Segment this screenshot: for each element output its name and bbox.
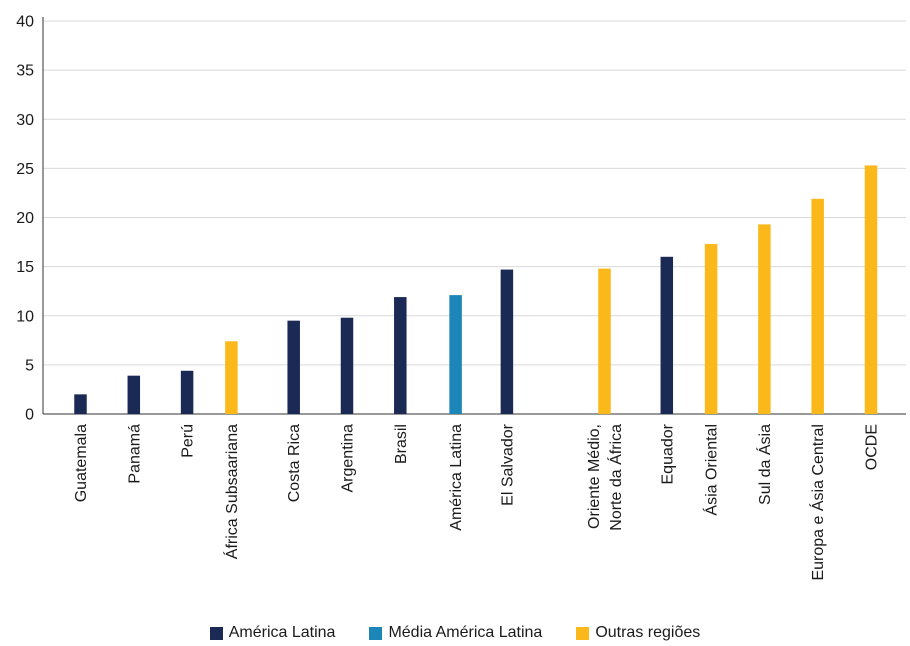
legend-item-outras-regioes: Outras regiões bbox=[576, 624, 700, 642]
y-tick-label-20: 20 bbox=[16, 210, 34, 227]
y-tick-label-0: 0 bbox=[25, 407, 34, 424]
legend: América Latina Média América Latina Outr… bbox=[0, 624, 910, 642]
bar-panam bbox=[127, 375, 141, 414]
x-tick-label-sul-da-sia: Sul da Ásia bbox=[755, 424, 774, 505]
bar-per bbox=[180, 370, 194, 414]
bar-am-rica-latina bbox=[449, 295, 462, 414]
y-tick-label-30: 30 bbox=[16, 112, 34, 129]
y-tick-label-35: 35 bbox=[16, 63, 34, 80]
legend-label-outras-regioes: Outras regiões bbox=[595, 624, 701, 641]
legend-swatch-america-latina bbox=[209, 626, 223, 640]
x-tick-label-per: Perú bbox=[180, 424, 197, 458]
y-tick-label-40: 40 bbox=[16, 14, 34, 31]
x-tick-label-argentina: Argentina bbox=[340, 424, 357, 493]
x-tick-label-europa-e-sia-central: Europa e Ásia Central bbox=[808, 424, 827, 581]
x-tick-label-el-salvador: El Salvador bbox=[499, 423, 516, 505]
bar-brasil bbox=[394, 297, 407, 414]
y-tick-label-5: 5 bbox=[25, 357, 34, 374]
bar-argentina bbox=[340, 317, 354, 414]
bar-sul-da-sia bbox=[758, 224, 771, 414]
y-tick-label-25: 25 bbox=[16, 161, 34, 178]
bar-guatemala bbox=[74, 394, 87, 414]
x-tick-label-frica-subsaariana: África Subsaariana bbox=[222, 424, 241, 559]
x-tick-label-panam: Panamá bbox=[126, 424, 143, 484]
x-tick-label-guatemala: Guatemala bbox=[73, 424, 90, 502]
y-tick-label-10: 10 bbox=[16, 308, 34, 325]
bar-frica-subsaariana bbox=[225, 341, 238, 414]
x-tick-label-oriente-m-dio-norte-da-frica-line-2: Norte da África bbox=[606, 424, 625, 531]
x-tick-label-sia-oriental: Ásia Oriental bbox=[702, 424, 721, 516]
bar-chart: 0 5 10 15 20 25 30 35 40 Guatemala Panamá Perú Áfric… bbox=[16, 14, 906, 581]
x-tick-label-oriente-m-dio-norte-da-frica-line-1: Oriente Médio, bbox=[586, 424, 603, 529]
bar-sia-oriental bbox=[704, 244, 718, 414]
x-tick-label-costa-rica: Costa Rica bbox=[286, 424, 303, 502]
legend-swatch-outras-regioes bbox=[576, 626, 590, 640]
bar-el-salvador bbox=[500, 269, 514, 414]
x-tick-label-ocde: OCDE bbox=[864, 424, 881, 470]
x-tick-label-equador: Equador bbox=[659, 423, 676, 484]
bar-equador bbox=[660, 256, 674, 414]
legend-item-america-latina: América Latina bbox=[209, 624, 336, 642]
legend-label-america-latina: América Latina bbox=[228, 624, 336, 641]
bar-ocde bbox=[864, 165, 878, 414]
bar-costa-rica bbox=[287, 320, 300, 414]
x-tick-label-am-rica-latina: América Latina bbox=[448, 424, 465, 531]
y-tick-label-15: 15 bbox=[16, 259, 34, 276]
bar-oriente-m-dio-norte-da-frica bbox=[598, 268, 611, 414]
legend-label-media-america-latina: Média América Latina bbox=[388, 624, 543, 641]
x-tick-label-brasil: Brasil bbox=[393, 424, 410, 464]
bar-europa-e-sia-central bbox=[811, 198, 824, 414]
legend-swatch-media-america-latina bbox=[369, 626, 383, 640]
legend-item-media-america-latina: Média América Latina bbox=[369, 624, 542, 642]
